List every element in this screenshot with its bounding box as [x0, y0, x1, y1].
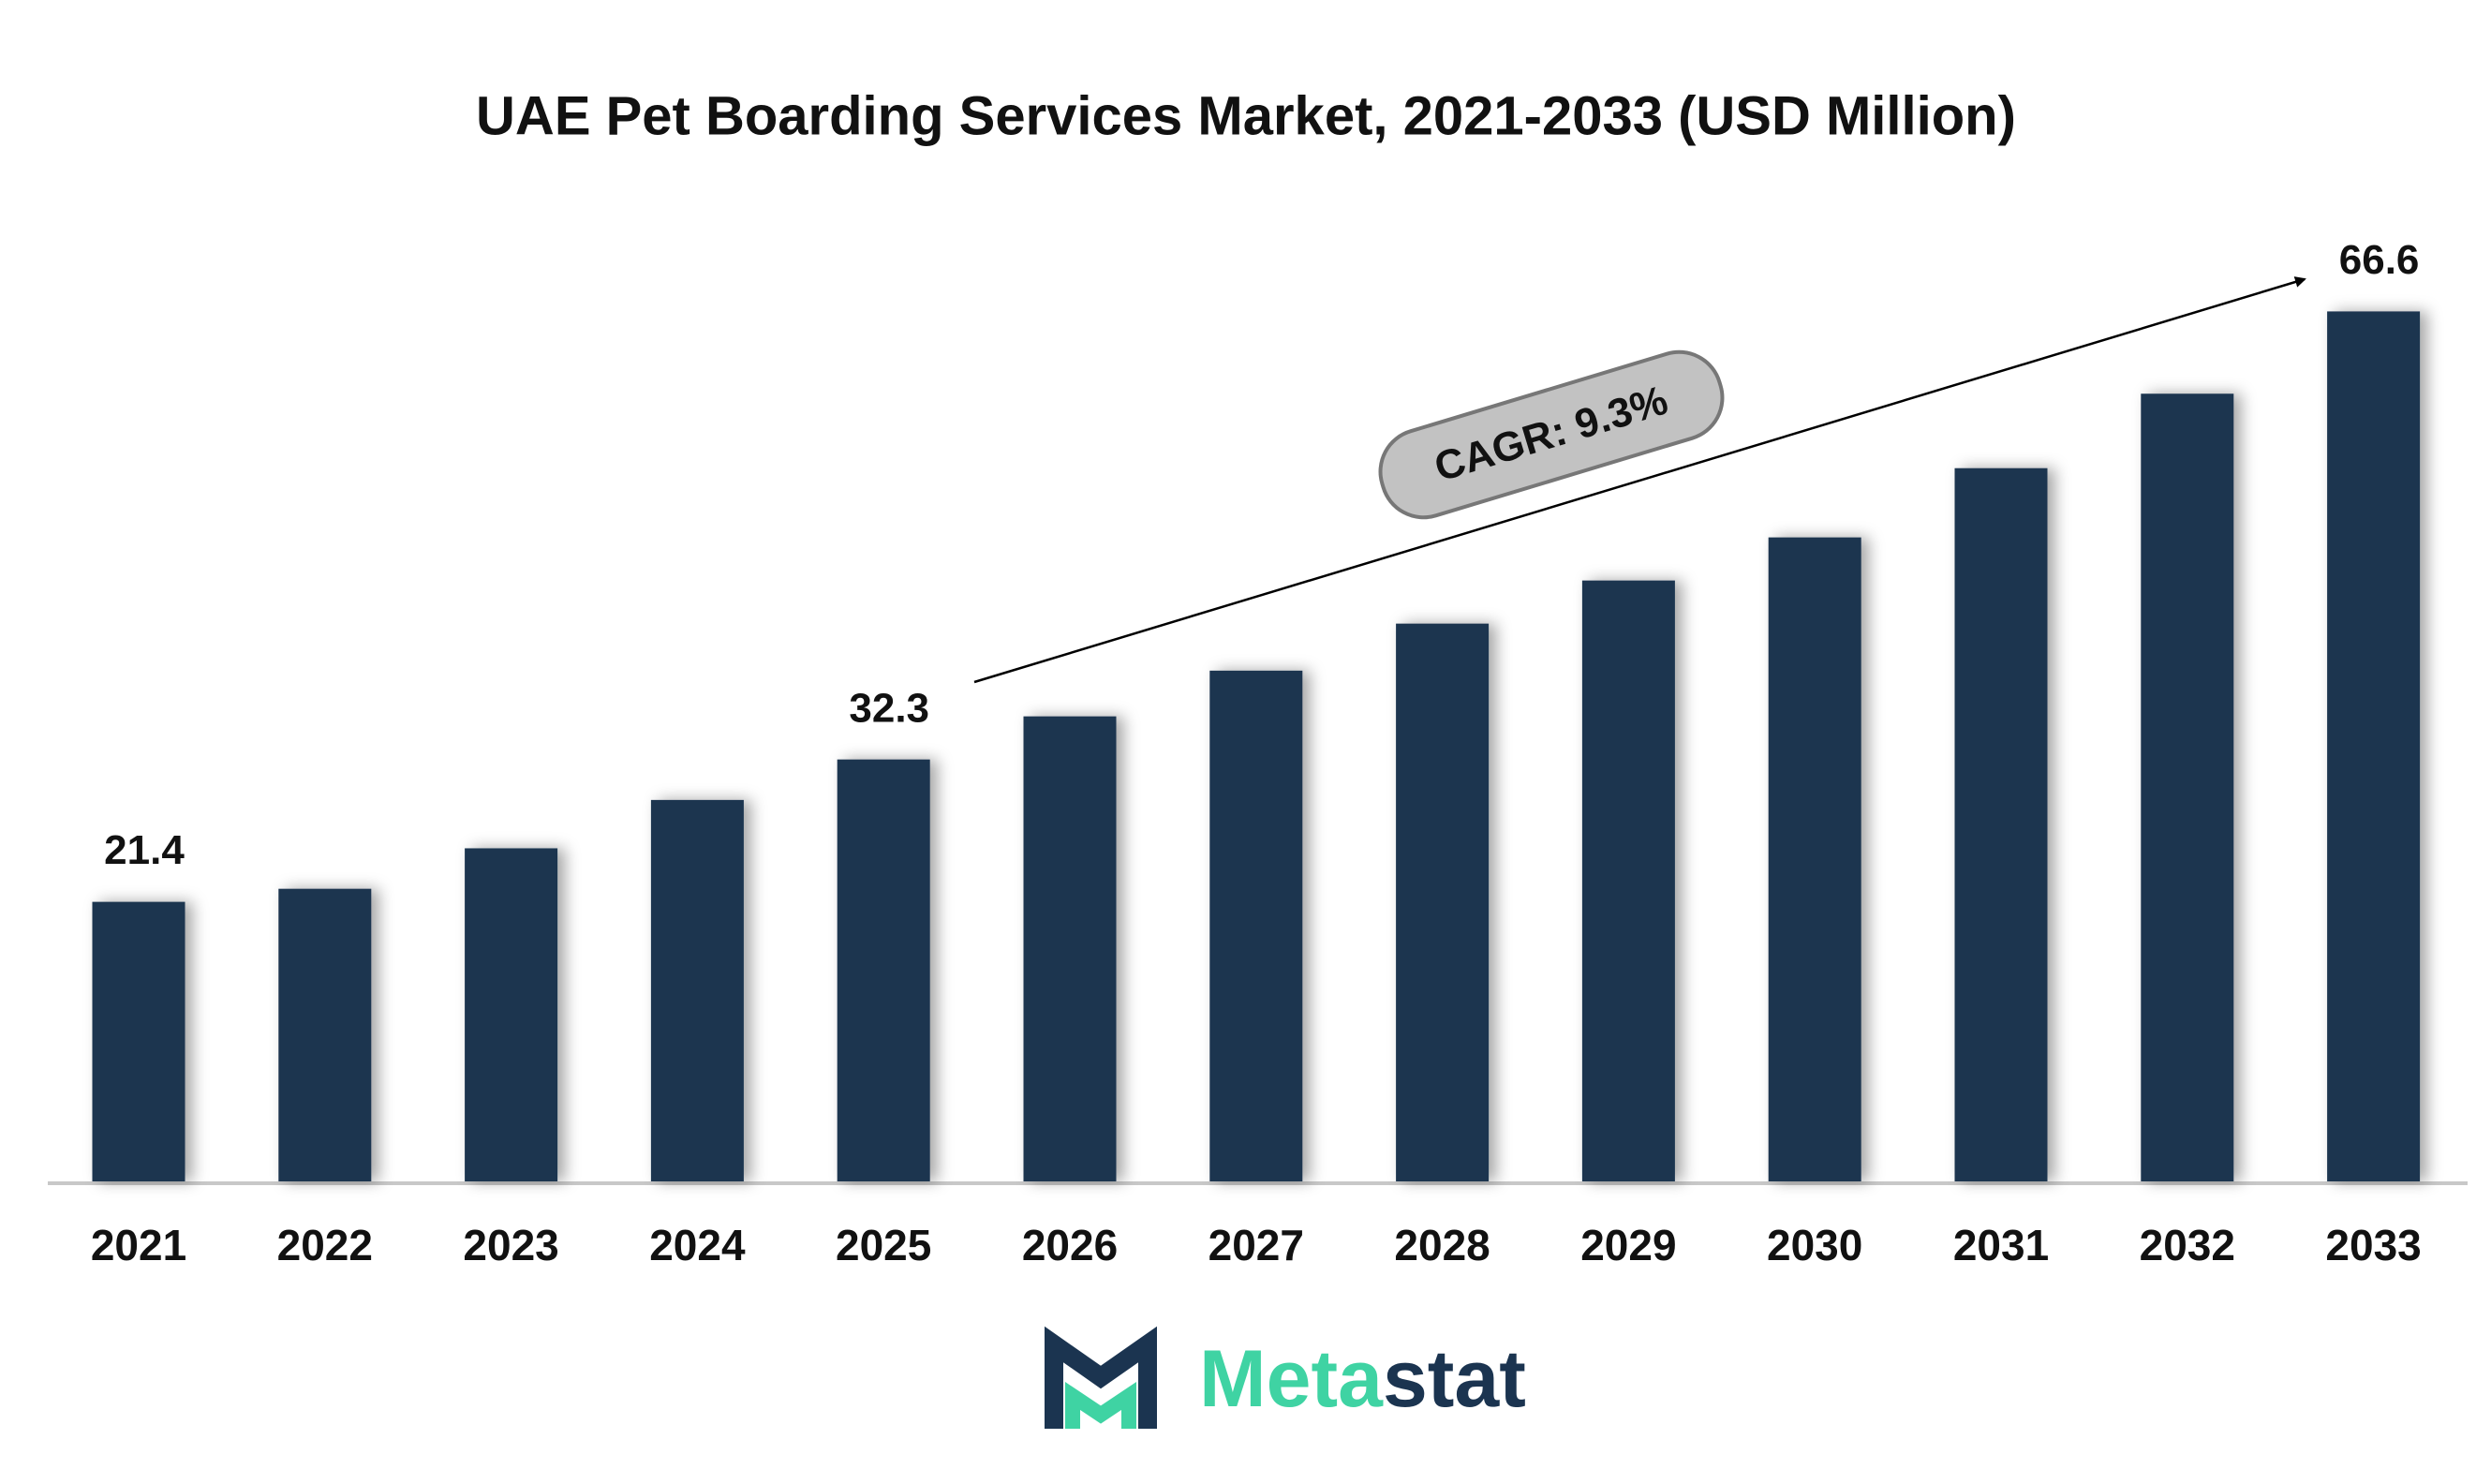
- x-tick-label: 2029: [1580, 1221, 1676, 1269]
- bar: [2327, 311, 2421, 1181]
- x-tick-label: 2023: [463, 1221, 558, 1269]
- bar: [1023, 716, 1117, 1181]
- bar: [650, 799, 744, 1181]
- logo-icon-accent: [1065, 1382, 1136, 1429]
- bar: [1396, 623, 1490, 1181]
- x-tick-label: 2027: [1208, 1221, 1304, 1269]
- logo-text: Metastat: [1199, 1334, 1526, 1424]
- chart-title: UAE Pet Boarding Services Market, 2021-2…: [476, 85, 2016, 146]
- x-tick-label: 2026: [1022, 1221, 1118, 1269]
- bar: [1768, 537, 1861, 1181]
- bar: [278, 888, 372, 1181]
- x-tick-label: 2022: [277, 1221, 373, 1269]
- cagr-arrow: [973, 276, 2306, 684]
- bar: [1209, 670, 1303, 1181]
- bar: [92, 901, 185, 1181]
- value-label: 66.6: [2339, 237, 2420, 283]
- bar: [1954, 467, 2048, 1182]
- x-tick-label: 2025: [836, 1221, 931, 1269]
- bar: [837, 759, 930, 1181]
- x-tick-label: 2021: [91, 1221, 186, 1269]
- x-tick-label: 2030: [1767, 1221, 1862, 1269]
- cagr-badge: CAGR: 9.3%: [1378, 349, 1725, 520]
- logo-icon: [1045, 1326, 1157, 1429]
- x-tick-label: 2032: [2140, 1221, 2235, 1269]
- bar: [1581, 580, 1675, 1181]
- value-label: 32.3: [849, 685, 929, 731]
- value-label: 21.4: [104, 827, 185, 873]
- bar: [2141, 393, 2234, 1181]
- cagr-box: [1378, 349, 1725, 520]
- x-tick-label: 2031: [1953, 1221, 2049, 1269]
- logo-rest: stat: [1383, 1334, 1526, 1424]
- bar: [465, 848, 558, 1181]
- x-tick-label: 2024: [649, 1221, 746, 1269]
- logo-accent: Meta: [1199, 1334, 1384, 1424]
- x-tick-label: 2028: [1394, 1221, 1490, 1269]
- logo: Metastat: [1045, 1326, 1526, 1429]
- x-tick-label: 2033: [2325, 1221, 2421, 1269]
